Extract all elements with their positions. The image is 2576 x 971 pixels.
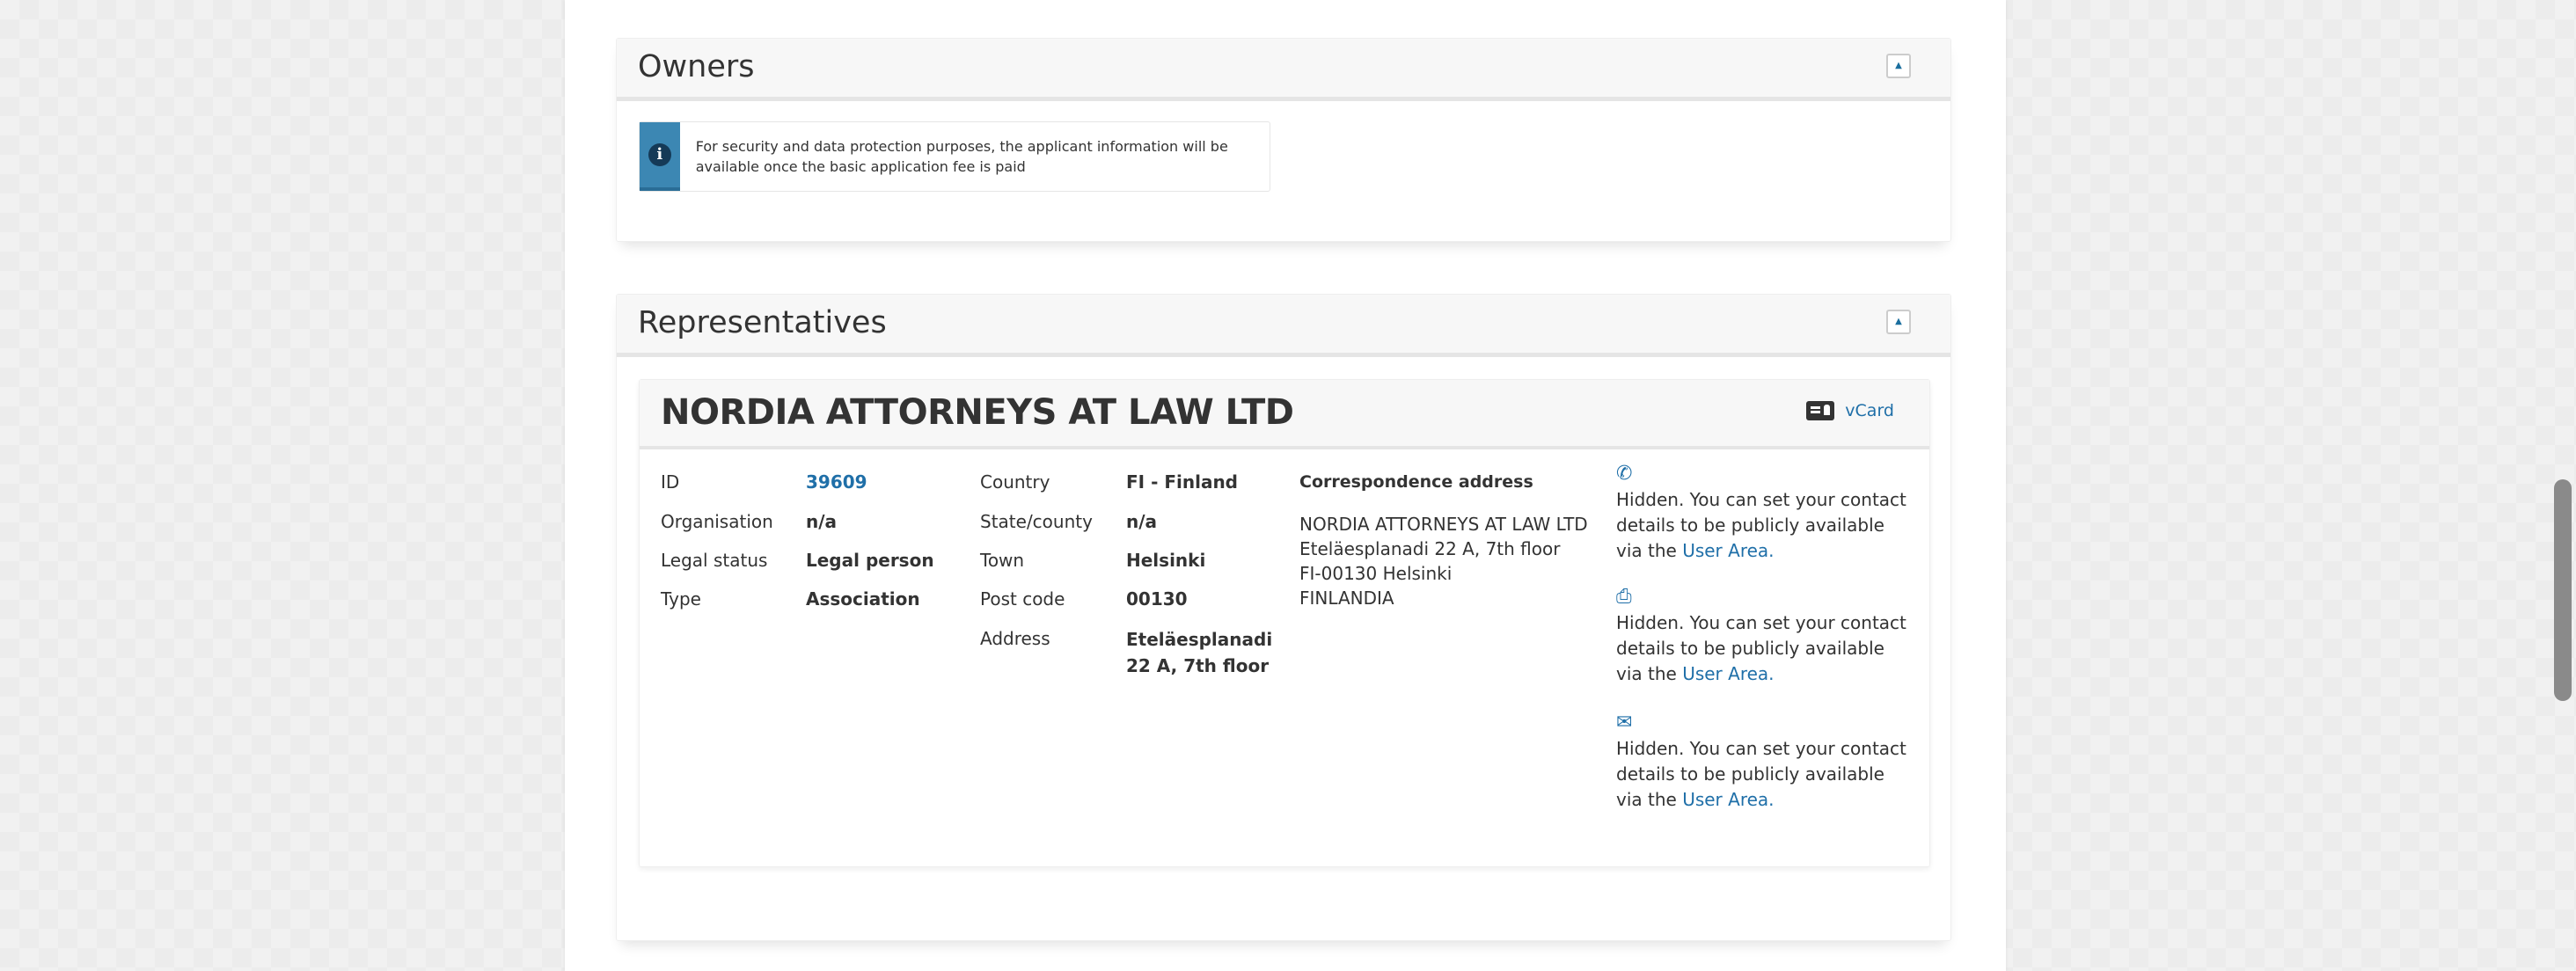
address-line: NORDIA ATTORNEYS AT LAW LTD	[1299, 514, 1588, 535]
phone-icon: ✆	[1616, 463, 1633, 485]
contact-fax: ⎙ Hidden. You can set your contact detai…	[1616, 584, 1906, 687]
notice-text: For security and data protection purpose…	[695, 138, 1228, 175]
owners-title: Owners	[638, 49, 755, 84]
field-label: Country	[980, 471, 1050, 493]
collapse-owners-button[interactable]: ▲	[1886, 54, 1911, 78]
contact-email: ✉ Hidden. You can set your contact detai…	[1616, 710, 1906, 813]
email-icon: ✉	[1616, 712, 1633, 734]
scrollbar-thumb[interactable]	[2554, 479, 2572, 701]
field-value: Helsinki	[1126, 550, 1206, 571]
info-notice: i For security and data protection purpo…	[639, 121, 1270, 192]
field-value: 00130	[1126, 588, 1188, 610]
address-line: FINLANDIA	[1299, 588, 1394, 609]
representative-name: NORDIA ATTORNEYS AT LAW LTD	[661, 392, 1294, 433]
info-icon-box: i	[640, 122, 680, 191]
caret-up-icon: ▲	[1895, 61, 1902, 70]
field-value: Legal person	[806, 550, 934, 571]
representatives-title: Representatives	[638, 305, 887, 340]
field-label: ID	[661, 471, 680, 493]
field-value: n/a	[1126, 511, 1158, 532]
vcard-icon	[1806, 401, 1835, 420]
info-icon: i	[648, 143, 671, 166]
field-value: n/a	[806, 511, 838, 532]
field-value: FI - Finland	[1126, 471, 1238, 493]
contact-phone: ✆ Hidden. You can set your contact detai…	[1616, 461, 1906, 564]
id-link[interactable]: 39609	[806, 471, 867, 493]
representative-card: NORDIA ATTORNEYS AT LAW LTD vCard ID 396…	[639, 379, 1930, 867]
field-value: Eteläesplanadi 22 A, 7th floor	[1126, 629, 1273, 676]
vcard-label[interactable]: vCard	[1845, 401, 1894, 420]
field-value: Association	[806, 588, 920, 610]
contact-text: Hidden. You can set your contact details…	[1616, 489, 1906, 561]
field-label: Address	[980, 628, 1050, 649]
correspondence-address: NORDIA ATTORNEYS AT LAW LTD Eteläesplana…	[1299, 512, 1588, 610]
correspondence-title: Correspondence address	[1299, 472, 1533, 492]
field-label: Type	[661, 588, 701, 610]
owners-header: Owners ▲	[617, 39, 1950, 101]
field-label: Organisation	[661, 511, 773, 532]
representatives-header: Representatives ▲	[617, 295, 1950, 357]
user-area-link[interactable]: User Area.	[1682, 540, 1775, 561]
address-line: FI-00130 Helsinki	[1299, 563, 1453, 584]
contact-text: Hidden. You can set your contact details…	[1616, 612, 1906, 684]
field-label: Post code	[980, 588, 1065, 610]
user-area-link[interactable]: User Area.	[1682, 663, 1775, 684]
contact-text: Hidden. You can set your contact details…	[1616, 738, 1906, 810]
field-label: Legal status	[661, 550, 768, 571]
collapse-representatives-button[interactable]: ▲	[1886, 310, 1911, 334]
address-line: Eteläesplanadi 22 A, 7th floor	[1299, 538, 1561, 559]
owners-panel: Owners ▲ i For security and data protect…	[616, 38, 1951, 242]
card-header: NORDIA ATTORNEYS AT LAW LTD vCard	[640, 380, 1929, 449]
user-area-link[interactable]: User Area.	[1682, 789, 1775, 810]
field-label: Town	[980, 550, 1025, 571]
vcard-link[interactable]: vCard	[1806, 401, 1894, 420]
caret-up-icon: ▲	[1895, 317, 1902, 326]
representatives-panel: Representatives ▲ NORDIA ATTORNEYS AT LA…	[616, 294, 1951, 941]
field-label: State/county	[980, 511, 1093, 532]
fax-icon: ⎙	[1616, 586, 1632, 608]
